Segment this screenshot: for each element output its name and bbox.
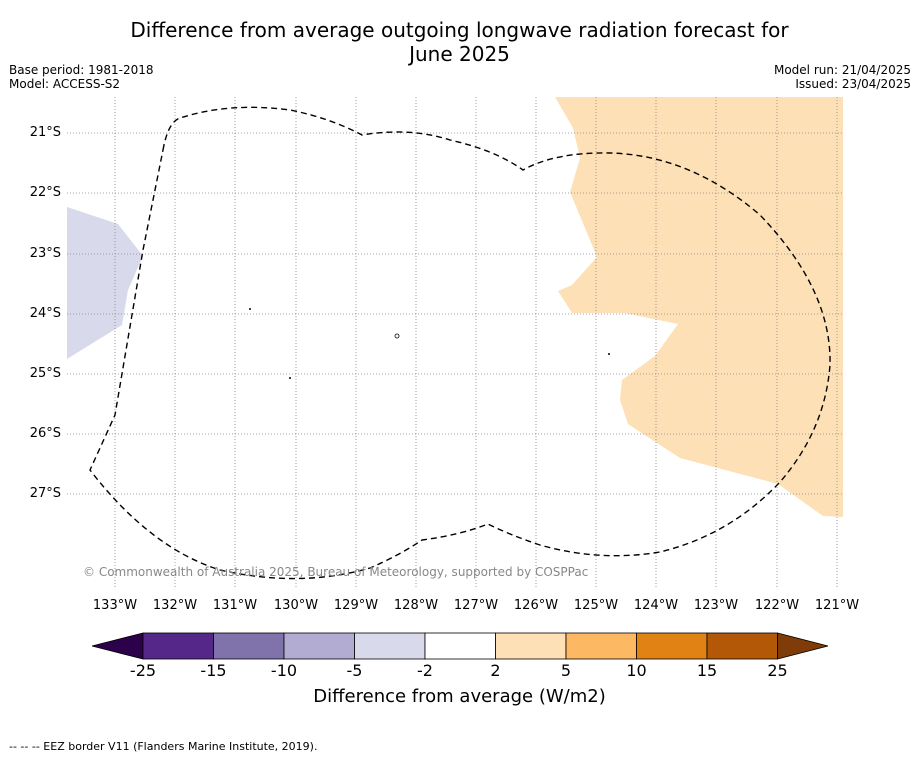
model-run: Model run: 21/04/2025 — [773, 63, 911, 77]
island-marker — [608, 353, 610, 355]
lat-label: 24°S — [29, 306, 61, 321]
eez-legend-footer: -- -- -- EEZ border V11 (Flanders Marine… — [9, 740, 318, 753]
island-marker — [249, 308, 251, 310]
issued-date: Issued: 23/04/2025 — [795, 77, 911, 91]
colorbar-bin — [495, 632, 567, 660]
lon-label: 126°W — [513, 598, 559, 613]
lon-label: 121°W — [814, 598, 860, 613]
colorbar-tick-label: -10 — [270, 661, 298, 680]
colorbar-tick-label: -2 — [417, 661, 433, 680]
colorbar-bin — [283, 632, 355, 660]
lat-label: 27°S — [29, 486, 61, 501]
copyright-notice: © Commonwealth of Australia 2025, Bureau… — [83, 565, 589, 579]
colorbar-tick-label: 2 — [490, 661, 501, 680]
colorbar-tick-label: 5 — [560, 661, 572, 680]
lon-label: 129°W — [333, 598, 379, 613]
lat-label: 23°S — [29, 246, 61, 261]
lat-label: 22°S — [29, 185, 61, 200]
lat-label: 21°S — [29, 125, 61, 140]
eez-border-line — [89, 106, 831, 580]
lon-label: 131°W — [212, 598, 258, 613]
colorbar — [91, 632, 829, 660]
colorbar-bin — [213, 632, 285, 660]
lon-label: 128°W — [393, 598, 439, 613]
colorbar-extend-max — [777, 632, 829, 660]
colorbar-tick-label: -15 — [200, 661, 227, 680]
colorbar-tick-label: 10 — [626, 661, 647, 680]
colorbar-bin — [565, 632, 637, 660]
lon-label: 125°W — [573, 598, 619, 613]
meta-right: Model run: 21/04/2025 Issued: 23/04/2025 — [774, 63, 911, 91]
colorbar-tick-label: -5 — [346, 661, 363, 680]
negative-anomaly-region — [67, 207, 143, 359]
colorbar-bin — [636, 632, 708, 660]
colorbar-label: Difference from average (W/m2) — [313, 686, 606, 707]
colorbar-bin — [142, 632, 214, 660]
meta-left: Base period: 1981-2018 Model: ACCESS-S2 — [9, 63, 154, 91]
lon-label: 123°W — [693, 598, 739, 613]
map-title: Difference from average outgoing longwav… — [0, 18, 919, 66]
model-name: Model: ACCESS-S2 — [9, 77, 121, 91]
gridlines — [67, 97, 843, 587]
island-marker — [289, 377, 291, 379]
lon-label: 127°W — [453, 598, 499, 613]
positive-anomaly-region — [555, 97, 843, 517]
colorbar-tick-label: 15 — [696, 661, 718, 680]
lat-label: 25°S — [29, 366, 61, 381]
colorbar-bin — [706, 632, 778, 660]
lon-label: 133°W — [92, 598, 138, 613]
base-period: Base period: 1981-2018 — [9, 63, 154, 77]
colorbar-bin — [424, 632, 496, 660]
lon-label: 130°W — [273, 598, 319, 613]
lon-label: 122°W — [754, 598, 800, 613]
colorbar-extend-min — [91, 632, 144, 660]
colorbar-tick-label: -25 — [129, 661, 157, 680]
colorbar-tick-label: 25 — [767, 661, 788, 680]
island-marker — [394, 333, 400, 339]
lon-label: 124°W — [633, 598, 679, 613]
title-line-2: June 2025 — [409, 42, 510, 66]
title-line-1: Difference from average outgoing longwav… — [130, 18, 789, 42]
colorbar-bin — [354, 632, 426, 660]
lon-label: 132°W — [152, 598, 198, 613]
lat-label: 26°S — [29, 426, 61, 441]
